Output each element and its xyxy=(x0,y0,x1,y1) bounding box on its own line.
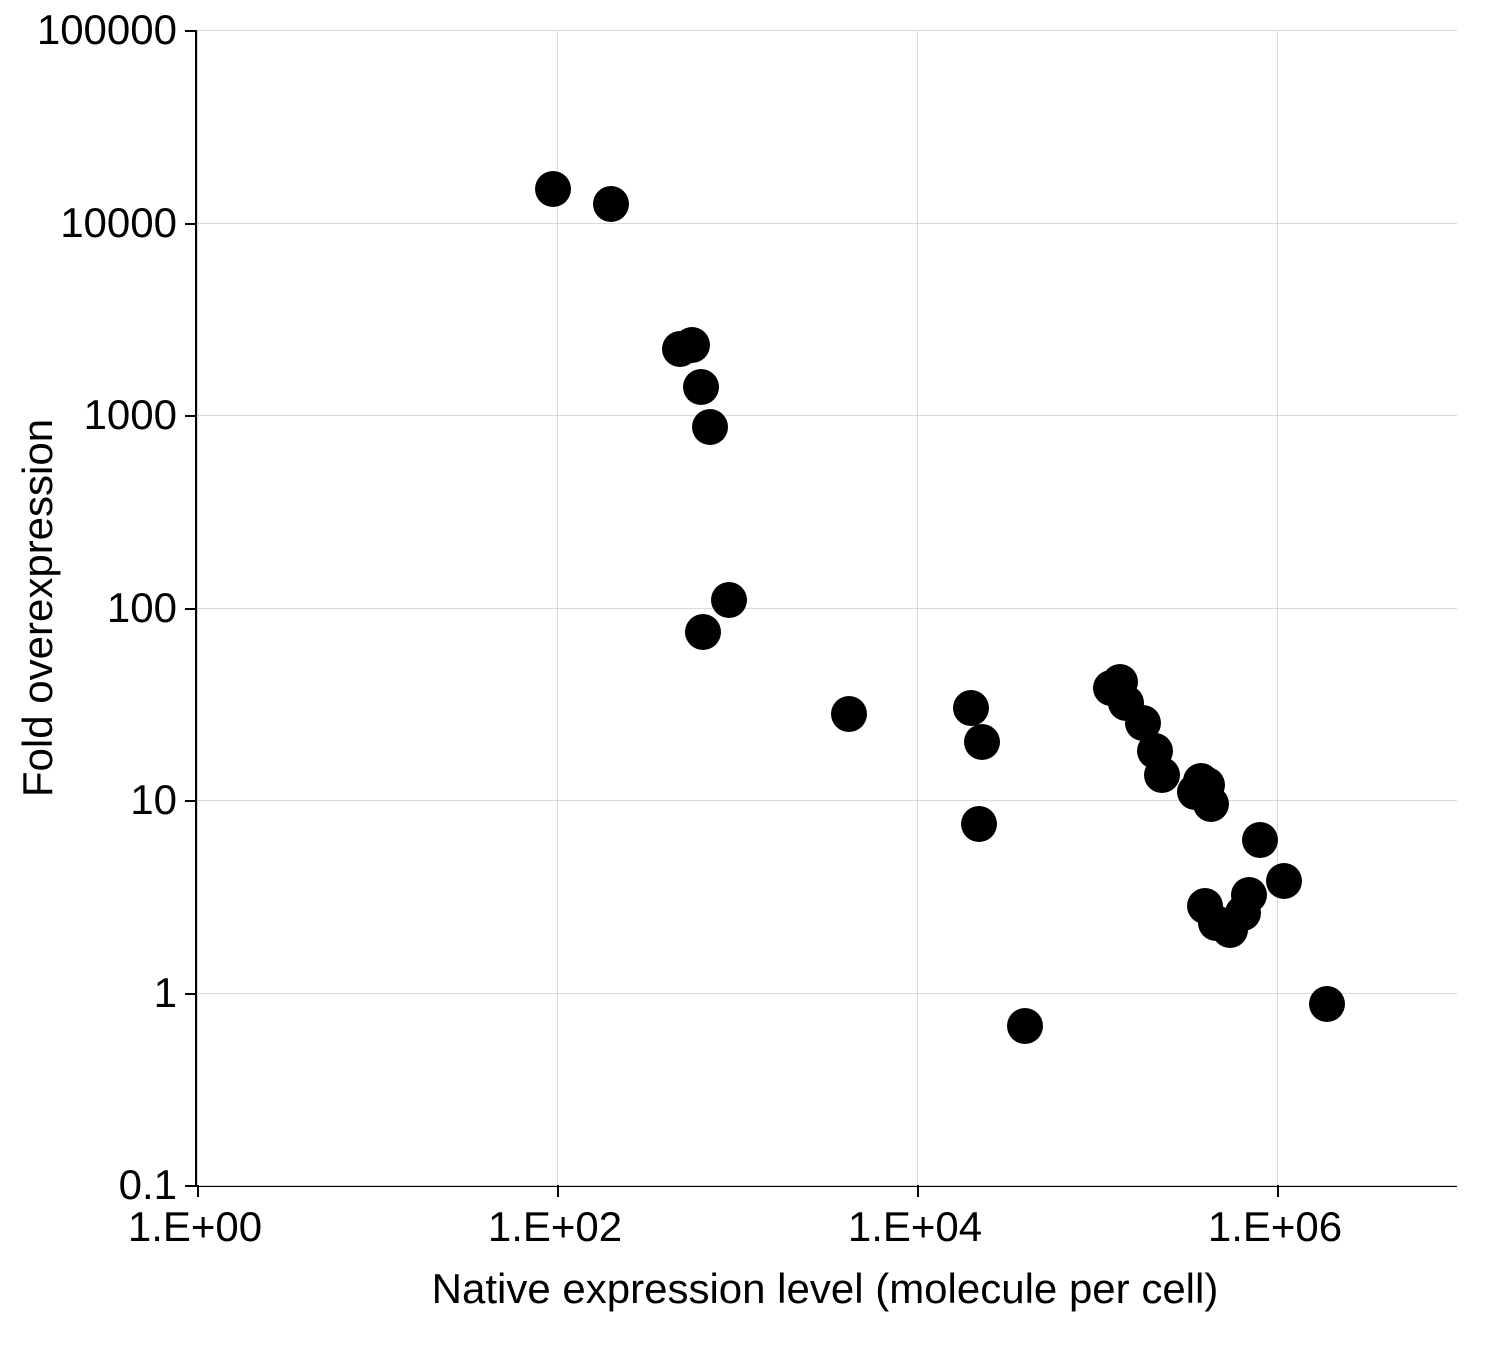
data-point xyxy=(683,369,719,405)
y-tick xyxy=(185,415,197,417)
data-point xyxy=(711,582,747,618)
x-axis-label: Native expression level (molecule per ce… xyxy=(432,1265,1219,1313)
y-axis-label: Fold overexpression xyxy=(14,418,62,796)
data-point xyxy=(1193,786,1229,822)
y-tick-label: 100 xyxy=(107,584,177,632)
data-point xyxy=(674,327,710,363)
data-point xyxy=(692,409,728,445)
scatter-chart: Fold overexpression Native expression le… xyxy=(0,0,1500,1353)
data-point xyxy=(1007,1008,1043,1044)
data-point xyxy=(1309,986,1345,1022)
y-tick-label: 10 xyxy=(130,776,177,824)
gridline-horizontal xyxy=(197,223,1457,224)
gridline-horizontal xyxy=(197,608,1457,609)
x-tick-label: 1.E+06 xyxy=(1208,1203,1342,1251)
y-tick xyxy=(185,1185,197,1187)
y-tick-label: 100000 xyxy=(37,6,177,54)
gridline-vertical xyxy=(1277,30,1278,1185)
data-point xyxy=(593,186,629,222)
data-point xyxy=(1231,877,1267,913)
y-tick-label: 1 xyxy=(154,969,177,1017)
plot-area xyxy=(195,30,1457,1187)
gridline-vertical xyxy=(917,30,918,1185)
gridline-horizontal xyxy=(197,415,1457,416)
gridline-horizontal xyxy=(197,1185,1457,1186)
gridline-vertical xyxy=(197,30,198,1185)
data-point xyxy=(961,806,997,842)
data-point xyxy=(1266,863,1302,899)
y-tick-label: 1000 xyxy=(84,391,177,439)
data-point xyxy=(535,171,571,207)
y-tick-label: 0.1 xyxy=(119,1161,177,1209)
x-tick xyxy=(1277,1185,1279,1197)
data-point xyxy=(685,614,721,650)
x-tick xyxy=(197,1185,199,1197)
data-point xyxy=(953,690,989,726)
x-tick-label: 1.E+00 xyxy=(128,1203,262,1251)
data-point xyxy=(831,696,867,732)
y-tick xyxy=(185,800,197,802)
x-tick-label: 1.E+02 xyxy=(488,1203,622,1251)
y-tick xyxy=(185,993,197,995)
gridline-horizontal xyxy=(197,800,1457,801)
y-tick xyxy=(185,223,197,225)
gridline-horizontal xyxy=(197,30,1457,31)
gridline-horizontal xyxy=(197,993,1457,994)
data-point xyxy=(964,724,1000,760)
y-tick-label: 10000 xyxy=(60,199,177,247)
x-tick-label: 1.E+04 xyxy=(848,1203,982,1251)
y-tick xyxy=(185,30,197,32)
x-tick xyxy=(557,1185,559,1197)
data-point xyxy=(1144,757,1180,793)
x-tick xyxy=(917,1185,919,1197)
y-tick xyxy=(185,608,197,610)
data-point xyxy=(1242,822,1278,858)
